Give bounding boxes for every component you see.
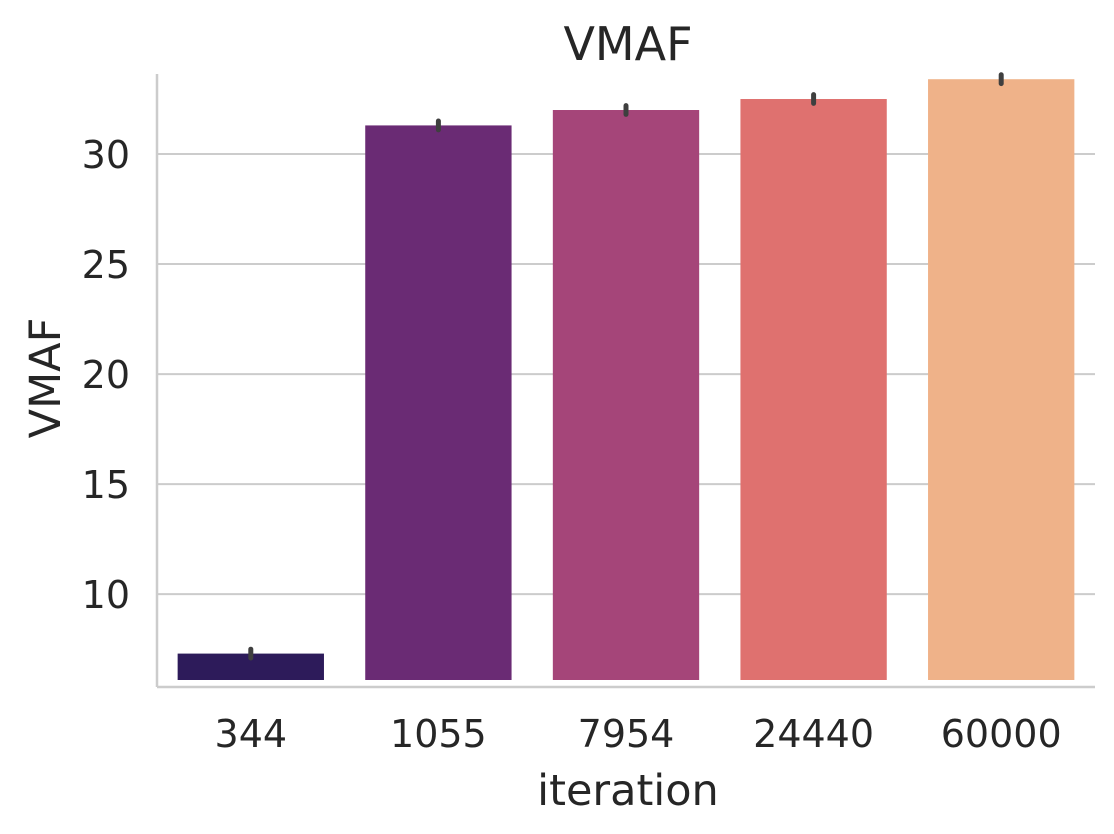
axis-spines — [155, 74, 1095, 689]
x-axis-label: iteration — [537, 766, 719, 816]
y-axis-label: VMAF — [21, 318, 71, 439]
error-bars — [248, 72, 1004, 661]
bars — [177, 79, 1075, 681]
y-tick-label: 15 — [82, 463, 130, 507]
bar-7954 — [552, 110, 700, 681]
x-tick-label: 60000 — [941, 712, 1062, 756]
chart-title: VMAF — [563, 17, 692, 71]
bar-1055 — [365, 125, 512, 680]
y-tick-label: 20 — [82, 353, 130, 397]
x-tick-labels: 344 1055 7954 24440 60000 — [215, 712, 1062, 756]
x-tick-label: 24440 — [753, 712, 874, 756]
y-tick-label: 10 — [82, 573, 130, 617]
x-tick-label: 344 — [215, 712, 288, 756]
y-tick-labels: 10 15 20 25 30 — [82, 133, 130, 617]
y-tick-label: 30 — [82, 133, 130, 177]
x-tick-label: 1055 — [390, 712, 487, 756]
x-tick-label: 7954 — [578, 712, 675, 756]
bar-24440 — [740, 99, 887, 680]
bar-60000 — [928, 79, 1075, 680]
y-tick-label: 25 — [82, 243, 130, 287]
